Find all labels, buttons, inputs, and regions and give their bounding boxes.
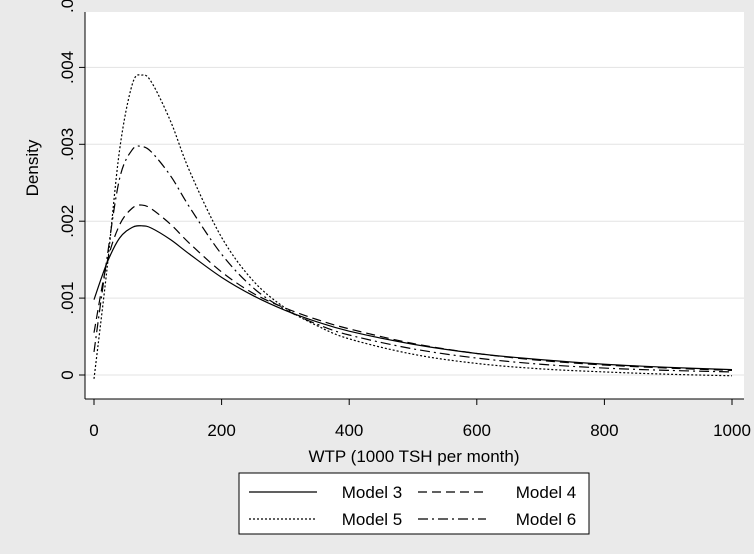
- legend-label: Model 5: [342, 510, 402, 529]
- x-tick-label: 400: [335, 421, 363, 440]
- y-tick-label: 0: [58, 370, 77, 379]
- y-tick-label: .0: [58, 0, 77, 13]
- series-line-1: [93, 225, 733, 371]
- x-axis-title: WTP (1000 TSH per month): [308, 447, 519, 466]
- y-tick-label: .001: [58, 282, 77, 315]
- series-line-4: [93, 145, 733, 373]
- legend-label: Model 3: [342, 483, 402, 502]
- legend-box: [238, 472, 590, 535]
- series-line-2: [93, 204, 733, 371]
- x-tick-label: 0: [89, 421, 98, 440]
- plot-background: [85, 12, 744, 399]
- series-lines: [93, 74, 733, 379]
- x-tick-label: 1000: [713, 421, 751, 440]
- x-tick-label: 600: [463, 421, 491, 440]
- y-tick-label: .003: [58, 128, 77, 161]
- gridlines: [85, 66, 744, 376]
- legend: Model 3 Model 4 Model 5 Model 6: [238, 472, 590, 535]
- y-axis-ticks: 0 .001 .002 .003 .004 .0: [58, 0, 85, 380]
- legend-label: Model 4: [516, 483, 576, 502]
- x-axis-ticks: 0 200 400 600 800 1000: [89, 399, 751, 440]
- x-tick-label: 800: [590, 421, 618, 440]
- y-tick-label: .004: [58, 51, 77, 84]
- legend-label: Model 6: [516, 510, 576, 529]
- x-tick-label: 200: [207, 421, 235, 440]
- y-tick-label: .002: [58, 205, 77, 238]
- y-axis-title: Density: [23, 139, 42, 196]
